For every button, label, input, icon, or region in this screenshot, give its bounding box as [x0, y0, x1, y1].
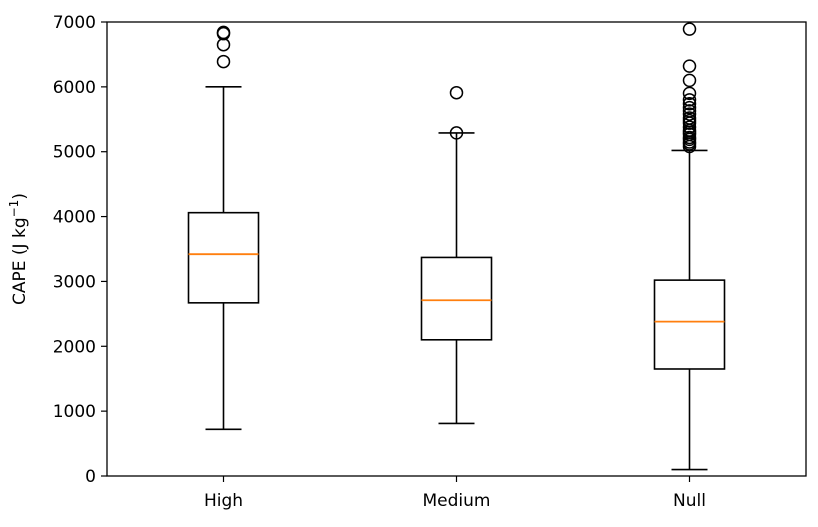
x-tick-label-high: High [204, 491, 243, 511]
flier-null [682, 22, 697, 36]
y-tick-label: 6000 [53, 78, 96, 98]
y-tick-label: 7000 [53, 13, 96, 33]
flier-high [216, 37, 231, 52]
x-tick-label-null: Null [673, 491, 706, 511]
y-axis-label-main: CAPE (J kg [10, 217, 30, 305]
y-tick-label: 5000 [53, 143, 96, 163]
flier-null [682, 104, 697, 118]
y-axis-label: CAPE (J kg−1) [7, 193, 30, 305]
flier-null [682, 120, 697, 134]
flier-high [216, 54, 231, 69]
flier-null [682, 96, 697, 111]
flier-null [682, 59, 697, 73]
box-group-null [653, 22, 726, 471]
flier-null [682, 111, 697, 125]
flier-null [682, 130, 697, 145]
box-high [187, 211, 260, 304]
box-group-high [187, 25, 260, 431]
flier-medium [449, 85, 464, 100]
box-group-medium [420, 85, 493, 425]
axes: 0 1000 2000 3000 4000 5000 6000 7000 High Medium N… [53, 13, 807, 511]
flier-null [682, 86, 697, 101]
box-medium [420, 256, 493, 341]
flier-null [682, 93, 697, 107]
y-axis-label-exponent: −1 [7, 200, 21, 218]
flier-null [682, 100, 697, 115]
y-tick-label: 3000 [53, 272, 96, 292]
y-axis-label-close: ) [10, 193, 30, 200]
flier-medium [449, 126, 464, 140]
box-null [653, 279, 726, 370]
y-tick-label: 2000 [53, 337, 96, 357]
flier-null [682, 107, 697, 121]
x-tick-label-medium: Medium [423, 491, 491, 511]
flier-null [682, 73, 697, 88]
y-tick-label: 4000 [53, 208, 96, 228]
y-tick-label: 0 [85, 467, 96, 487]
y-tick-label: 1000 [53, 402, 96, 422]
plot-area [187, 22, 726, 471]
flier-high [216, 25, 231, 40]
